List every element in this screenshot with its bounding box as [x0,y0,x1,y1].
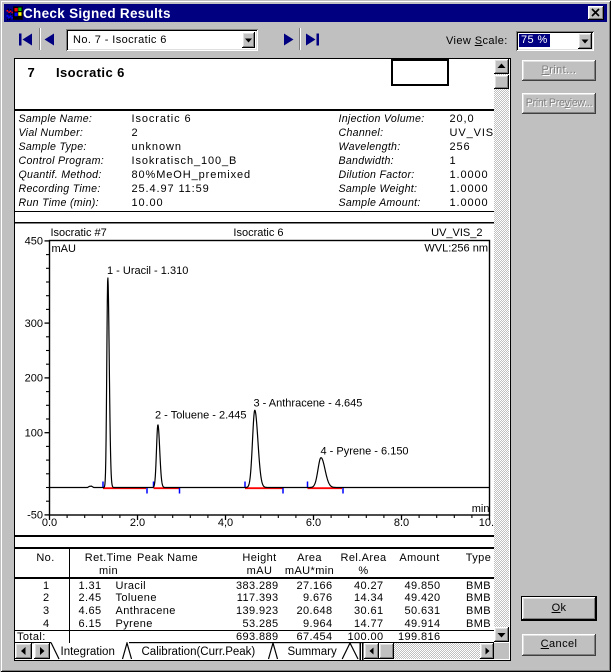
svg-text:Calibration(Curr.Peak): Calibration(Curr.Peak) [142,646,256,658]
svg-text:300: 300 [25,318,43,330]
svg-text:2 - Toluene - 2.445: 2 - Toluene - 2.445 [155,410,247,422]
svg-text:Isocratic 6: Isocratic 6 [233,227,283,239]
svg-text:mAU: mAU [52,243,77,255]
svg-text:3 - Anthracene - 4.645: 3 - Anthracene - 4.645 [254,398,363,410]
svg-text:UV_VIS_2: UV_VIS_2 [431,227,482,239]
svg-text:10.0: 10.0 [479,517,494,529]
svg-text:1 - Uracil - 1.310: 1 - Uracil - 1.310 [107,265,188,277]
svg-text:0.0: 0.0 [42,517,57,529]
svg-text:WVL:256 nm: WVL:256 nm [424,243,488,255]
svg-text:450: 450 [25,236,43,248]
svg-text:4,0: 4,0 [218,517,233,529]
svg-text:4 - Pyrene - 6.150: 4 - Pyrene - 6.150 [321,446,409,458]
svg-text:-50: -50 [27,510,43,522]
svg-text:Summary: Summary [288,646,337,658]
svg-text:200: 200 [25,373,43,385]
svg-text:8.0: 8.0 [394,517,409,529]
svg-text:2.0: 2.0 [130,517,145,529]
svg-text:Integration: Integration [61,646,115,658]
svg-text:100: 100 [25,428,43,440]
svg-text:Isocratic #7: Isocratic #7 [51,227,107,239]
svg-text:min: min [472,503,490,515]
svg-text:6.0: 6.0 [306,517,321,529]
